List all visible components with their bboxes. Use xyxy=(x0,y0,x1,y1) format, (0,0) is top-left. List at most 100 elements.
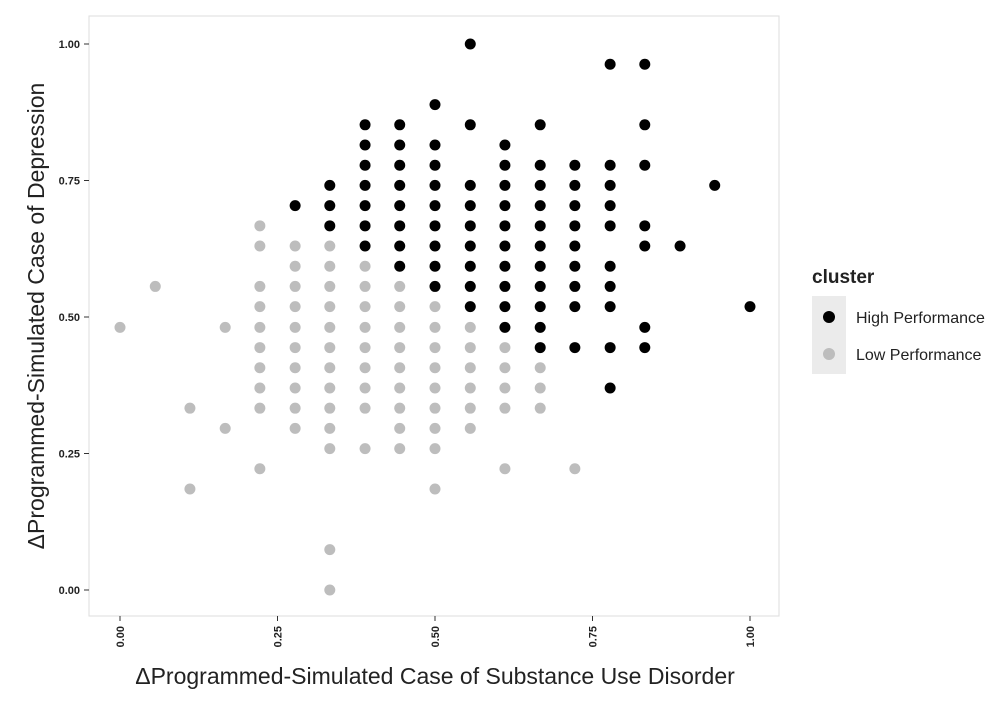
data-point-low-performance xyxy=(219,321,231,333)
legend-title: cluster xyxy=(812,267,875,288)
data-point-high-performance xyxy=(604,382,616,394)
data-point-low-performance xyxy=(499,463,511,475)
x-tick-label: 1.00 xyxy=(745,626,757,647)
data-point-high-performance xyxy=(534,220,546,232)
data-point-high-performance xyxy=(429,139,441,151)
data-point-low-performance xyxy=(429,382,441,394)
data-point-high-performance xyxy=(534,119,546,131)
data-point-high-performance xyxy=(534,159,546,171)
data-point-high-performance xyxy=(394,119,406,131)
data-point-high-performance xyxy=(464,280,476,292)
data-point-low-performance xyxy=(254,402,266,414)
data-point-high-performance xyxy=(499,301,511,313)
data-point-low-performance xyxy=(254,463,266,475)
data-point-low-performance xyxy=(429,321,441,333)
data-point-low-performance xyxy=(289,382,301,394)
data-point-high-performance xyxy=(359,240,371,252)
data-point-low-performance xyxy=(324,402,336,414)
y-axis-label: ΔProgrammed-Simulated Case of Depression xyxy=(23,83,49,550)
data-point-low-performance xyxy=(359,402,371,414)
data-point-high-performance xyxy=(534,280,546,292)
data-point-low-performance xyxy=(254,301,266,313)
data-point-high-performance xyxy=(359,220,371,232)
data-point-low-performance xyxy=(324,301,336,313)
data-point-high-performance xyxy=(394,179,406,191)
data-point-low-performance xyxy=(429,443,441,455)
data-point-high-performance xyxy=(359,119,371,131)
data-point-high-performance xyxy=(499,280,511,292)
data-point-low-performance xyxy=(499,362,511,374)
data-point-low-performance xyxy=(254,321,266,333)
data-point-high-performance xyxy=(464,38,476,50)
data-point-low-performance xyxy=(289,240,301,252)
data-point-low-performance xyxy=(429,483,441,495)
data-point-high-performance xyxy=(604,58,616,70)
data-point-low-performance xyxy=(499,402,511,414)
data-point-high-performance xyxy=(394,220,406,232)
data-point-high-performance xyxy=(499,240,511,252)
data-point-low-performance xyxy=(394,342,406,354)
data-point-high-performance xyxy=(429,280,441,292)
data-point-low-performance xyxy=(429,301,441,313)
data-point-low-performance xyxy=(359,301,371,313)
data-point-high-performance xyxy=(534,342,546,354)
data-point-low-performance xyxy=(534,402,546,414)
data-point-low-performance xyxy=(569,463,581,475)
data-point-high-performance xyxy=(499,260,511,272)
data-point-high-performance xyxy=(464,240,476,252)
data-point-high-performance xyxy=(394,139,406,151)
data-point-high-performance xyxy=(604,301,616,313)
data-point-high-performance xyxy=(394,260,406,272)
data-point-low-performance xyxy=(499,342,511,354)
data-point-high-performance xyxy=(569,240,581,252)
data-point-low-performance xyxy=(254,362,266,374)
data-point-high-performance xyxy=(359,179,371,191)
data-point-high-performance xyxy=(429,159,441,171)
data-point-low-performance xyxy=(534,382,546,394)
data-point-low-performance xyxy=(289,321,301,333)
data-point-low-performance xyxy=(534,362,546,374)
data-point-low-performance xyxy=(289,342,301,354)
data-point-high-performance xyxy=(639,342,651,354)
data-point-low-performance xyxy=(149,280,161,292)
data-point-high-performance xyxy=(534,321,546,333)
data-point-high-performance xyxy=(604,260,616,272)
data-point-low-performance xyxy=(394,382,406,394)
x-tick-label: 0.25 xyxy=(273,626,285,647)
data-point-high-performance xyxy=(639,321,651,333)
data-point-high-performance xyxy=(744,301,756,313)
data-point-high-performance xyxy=(324,200,336,212)
legend-key-low-performance xyxy=(823,348,835,360)
data-point-high-performance xyxy=(429,99,441,111)
data-point-low-performance xyxy=(464,321,476,333)
data-point-low-performance xyxy=(289,402,301,414)
data-point-low-performance xyxy=(254,382,266,394)
data-point-low-performance xyxy=(324,260,336,272)
data-point-low-performance xyxy=(464,422,476,434)
legend-key-high-performance xyxy=(823,311,835,323)
data-point-high-performance xyxy=(604,159,616,171)
data-point-low-performance xyxy=(254,220,266,232)
x-axis: 0.00 0.25 0.50 0.75 1.00 xyxy=(115,616,757,647)
data-point-high-performance xyxy=(569,159,581,171)
data-point-low-performance xyxy=(359,280,371,292)
data-point-low-performance xyxy=(289,260,301,272)
data-point-low-performance xyxy=(289,422,301,434)
legend: cluster High Performance Low Performance xyxy=(812,267,985,374)
data-point-high-performance xyxy=(429,220,441,232)
data-point-low-performance xyxy=(429,342,441,354)
data-point-low-performance xyxy=(394,280,406,292)
data-point-high-performance xyxy=(499,321,511,333)
data-point-high-performance xyxy=(534,200,546,212)
data-point-low-performance xyxy=(359,321,371,333)
y-tick-label: 1.00 xyxy=(59,39,80,51)
data-point-high-performance xyxy=(394,240,406,252)
data-point-high-performance xyxy=(464,200,476,212)
data-point-low-performance xyxy=(289,301,301,313)
data-point-high-performance xyxy=(394,200,406,212)
data-point-low-performance xyxy=(499,382,511,394)
data-point-low-performance xyxy=(394,422,406,434)
data-point-high-performance xyxy=(569,280,581,292)
data-point-high-performance xyxy=(604,200,616,212)
